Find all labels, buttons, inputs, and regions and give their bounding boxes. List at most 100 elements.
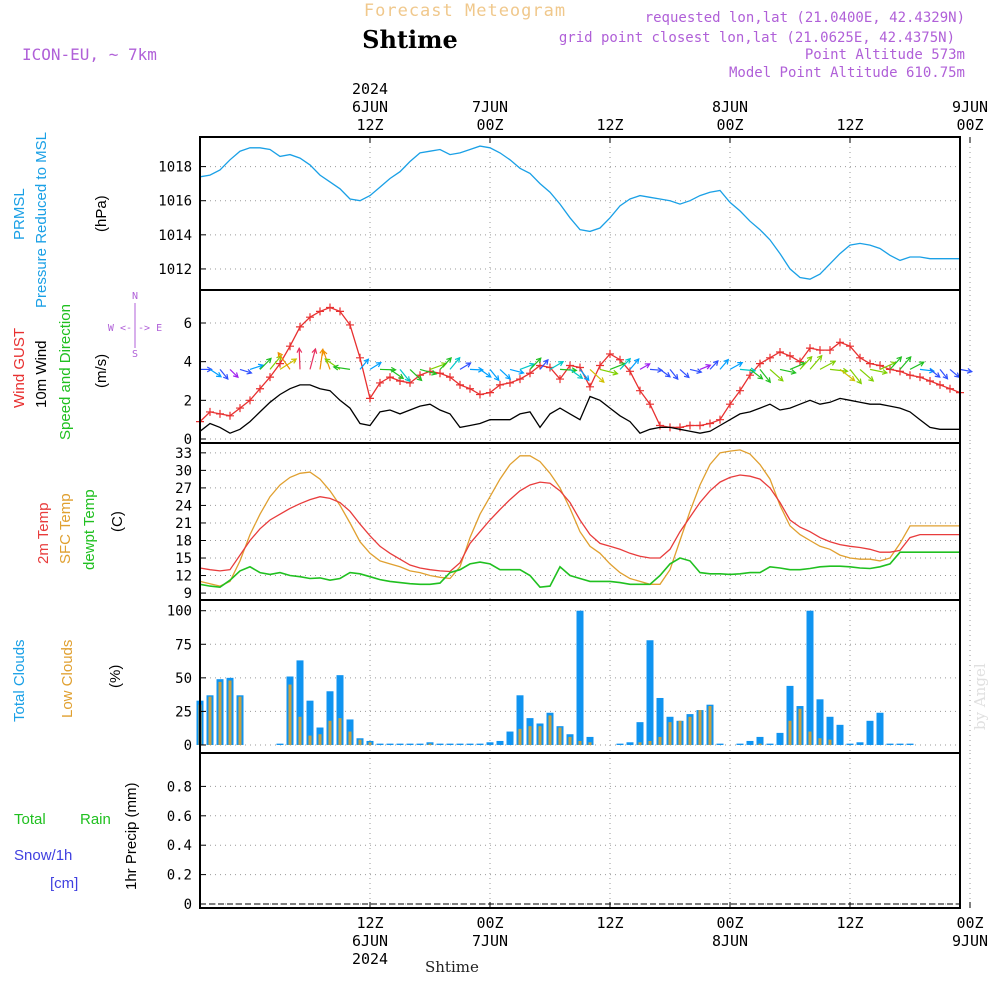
wind-arrow-head (942, 373, 949, 380)
time-label-top: 7JUN (472, 98, 508, 116)
wind-direction-arrow (389, 368, 404, 379)
low-cloud-bar (518, 728, 522, 745)
gust-marker (416, 371, 424, 380)
time-label-bottom: 2024 (352, 950, 388, 968)
y-tick-label: 18 (175, 533, 192, 549)
wind-arrow-head (929, 367, 936, 374)
gust-marker (346, 320, 354, 329)
gust-marker (946, 384, 954, 393)
wind-direction-arrow (569, 368, 583, 379)
gust-marker (296, 322, 304, 331)
precip-unit: 1hr Precip (mm) (123, 782, 140, 890)
gust-marker (846, 342, 854, 351)
wind-direction-arrow (499, 368, 511, 380)
total-cloud-bar (626, 742, 634, 745)
total-cloud-bar (446, 743, 454, 745)
total-cloud-bar (406, 743, 414, 745)
low-cloud-bar (358, 739, 362, 745)
wind-direction-arrow (229, 368, 239, 378)
total-cloud-bar (616, 743, 624, 745)
pressure-labels: PRMSL Pressure Reduced to MSL (hPa) (11, 132, 110, 308)
wind-arrow-head (276, 354, 282, 361)
wind-arrow-head (737, 361, 744, 368)
total-cloud-bar (636, 722, 644, 745)
wind-arrow-head (577, 373, 584, 380)
total-cloud-bar (496, 740, 504, 745)
model-label: ICON-EU, ~ 7km (22, 45, 157, 64)
wind-direction-arrow (599, 368, 618, 375)
wind-direction-arrow (859, 368, 874, 382)
time-label-top: 12Z (596, 116, 623, 134)
wind-direction-arrow (689, 368, 702, 373)
gust-marker (526, 369, 534, 378)
low-cloud-bar (588, 742, 592, 745)
wind-direction-arrow (529, 357, 542, 370)
wind-arrow-head (583, 375, 590, 382)
wind-arrow-head (291, 358, 298, 364)
total-cloud-bar (836, 724, 844, 745)
pressure-label: Pressure Reduced to MSL (33, 132, 50, 308)
wind-arrow-head (790, 369, 797, 375)
wind-direction-arrow (369, 362, 382, 370)
wind-arrow-head (398, 373, 405, 380)
wind-direction-arrow (879, 361, 896, 370)
time-label-bottom: 12Z (836, 914, 863, 932)
dewpt-line (199, 551, 960, 589)
time-label-bottom: 00Z (956, 914, 983, 932)
total-cloud-bar (766, 743, 774, 745)
gust-marker (806, 344, 814, 353)
time-label-top: 12Z (356, 116, 383, 134)
y-tick-label: 50 (175, 671, 192, 687)
wind-arrow-head (493, 375, 500, 382)
low-cloud-bar (368, 742, 372, 745)
wind-dir-label: Speed and Direction (57, 304, 74, 440)
wind-arrow-head (485, 372, 492, 378)
wind-arrow-head (881, 369, 889, 375)
low-cloud-bar (818, 738, 822, 745)
wind-direction-arrow (669, 369, 679, 380)
wind-arrow-head (934, 372, 941, 378)
total-cloud-bar (806, 610, 814, 745)
wind-direction-arrow (749, 368, 763, 380)
wind-direction-arrow (589, 368, 605, 383)
wind-direction-arrow (519, 363, 535, 370)
wind-arrow-head (266, 357, 272, 364)
gust-marker (286, 342, 294, 351)
time-label-bottom: 00Z (716, 914, 743, 932)
gust-marker (836, 338, 844, 347)
gust-marker (596, 361, 604, 370)
wind-direction-arrow (639, 363, 651, 370)
low-cloud-bar (428, 743, 432, 745)
gust-marker (256, 384, 264, 393)
footer-location: Shtime (425, 958, 479, 976)
location-title: Shtime (362, 25, 458, 54)
total-cloud-bar (386, 743, 394, 745)
total-cloud-bar (376, 743, 384, 745)
wind-direction-arrow (269, 355, 282, 370)
gust-marker (276, 359, 284, 368)
wind-direction-arrow (909, 361, 925, 370)
total-cloud-bar (746, 740, 754, 745)
gust-marker (746, 371, 754, 380)
wind-direction-arrow (479, 368, 492, 378)
wind-arrow-head (321, 349, 328, 356)
low-cloud-bar (218, 681, 222, 745)
wind-arrow-head (324, 358, 331, 364)
gust-marker (646, 400, 654, 409)
wind-direction-arrow (409, 368, 422, 381)
wind-arrow-head (416, 375, 423, 382)
time-label-bottom: 12Z (596, 914, 623, 932)
total-cloud-bar (896, 743, 904, 745)
wind-direction-arrow (298, 348, 301, 370)
wind-direction-arrow (629, 358, 640, 370)
gust-marker (656, 421, 664, 430)
y-tick-label: 0 (184, 432, 192, 448)
wind-arrow-head (296, 346, 303, 353)
low-cloud-bar (338, 718, 342, 745)
gust-marker (606, 349, 614, 358)
total-cloud-bar (336, 675, 344, 745)
gust-marker (316, 307, 324, 316)
requested-coords: requested lon,lat (21.0400E, 42.4329N) (645, 10, 965, 26)
y-tick-label: 100 (167, 604, 192, 620)
